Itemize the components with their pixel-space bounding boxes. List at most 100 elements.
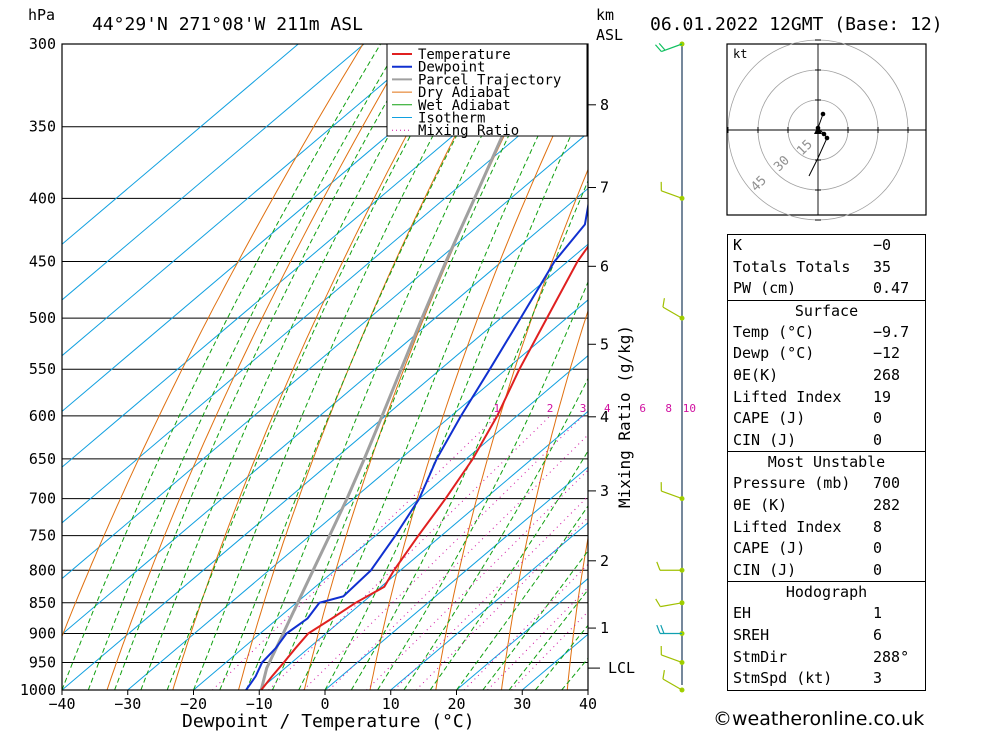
mu-cin-label: CIN (J) <box>733 560 797 579</box>
surface-thetae-row: θE(K) 268 <box>728 365 925 387</box>
totals-value: 35 <box>873 257 892 276</box>
dry-adiabat <box>62 44 364 638</box>
datetime-title: 06.01.2022 12GMT (Base: 12) <box>650 14 943 35</box>
stmdir-row: StmDir 288° <box>728 647 925 669</box>
isotherm <box>456 577 588 690</box>
pressure-tick-label: 350 <box>29 118 56 136</box>
isotherm <box>62 44 562 468</box>
stmdir-value: 288° <box>873 647 910 666</box>
stmspd-row: StmSpd (kt) 3 <box>728 668 925 690</box>
legend-entry: Wet Adiabat <box>418 98 511 114</box>
wind-barb <box>660 602 683 608</box>
isotherm <box>62 44 299 245</box>
surface-dewp-label: Dewp (°C) <box>733 344 815 363</box>
dry-adiabat <box>501 309 588 690</box>
wet-adiabat <box>429 450 588 690</box>
wind-barb <box>662 306 683 319</box>
mixing-ratio-label: 2 <box>547 402 554 415</box>
asl-label: ASL <box>596 26 623 44</box>
isotherm <box>193 355 588 690</box>
indices-section: K −0 Totals Totals 35 PW (cm) 0.47 <box>728 235 925 300</box>
mixing-ratio-label: 4 <box>604 402 611 415</box>
lcl-label: LCL <box>608 659 635 677</box>
pw-row: PW (cm) 0.47 <box>728 278 925 300</box>
legend-entry: Temperature <box>418 47 511 63</box>
wind-barb <box>661 190 683 199</box>
stmspd-value: 3 <box>873 669 883 688</box>
mu-pressure-label: Pressure (mb) <box>733 474 851 493</box>
x-tick-label: −20 <box>180 695 207 713</box>
mu-pressure-value: 700 <box>873 474 901 493</box>
wet-adiabat <box>271 44 555 690</box>
surface-dewp-value: −12 <box>873 344 901 363</box>
hodograph-point <box>824 135 830 141</box>
x-tick-label: −30 <box>114 695 141 713</box>
pressure-tick-label: 500 <box>29 309 56 327</box>
km-tick-label: 6 <box>600 257 609 275</box>
wind-barb <box>661 490 683 500</box>
surface-section: Surface Temp (°C) −9.7 Dewp (°C) −12 θE(K)… <box>728 299 925 452</box>
hodograph-point <box>820 111 826 117</box>
wind-barb-flag <box>658 42 666 51</box>
legend-entry: Parcel Trajectory <box>418 72 561 88</box>
wet-adiabat <box>298 44 583 690</box>
indices-table: K −0 Totals Totals 35 PW (cm) 0.47 Surface … <box>727 234 926 691</box>
x-tick-label: 30 <box>513 695 531 713</box>
isotherm <box>62 44 365 301</box>
wet-adiabat <box>456 505 588 690</box>
storm-motion-marker <box>814 126 822 134</box>
wet-adiabat <box>114 44 421 690</box>
mu-cape-label: CAPE (J) <box>733 539 806 558</box>
mixing-ratio-label: 1 <box>494 402 501 415</box>
x-tick-label: 10 <box>382 695 400 713</box>
mu-cin-value: 0 <box>873 560 883 579</box>
hodograph-title: Hodograph <box>785 583 868 602</box>
surface-temp-value: −9.7 <box>873 322 910 341</box>
eh-row: EH 1 <box>728 603 925 625</box>
wet-adiabat <box>62 44 382 690</box>
hodograph-point <box>821 131 827 137</box>
pw-value: 0.47 <box>873 279 910 298</box>
surface-thetae-label: θE(K) <box>733 365 779 384</box>
mu-cape-value: 0 <box>873 539 883 558</box>
mu-thetae-label: θE (K) <box>733 495 788 514</box>
wind-barb-flag <box>662 670 665 680</box>
hodograph-trace <box>808 113 828 177</box>
mixing-ratio-line <box>303 415 584 690</box>
pressure-tick-label: 400 <box>29 189 56 207</box>
wet-adiabat <box>377 280 588 690</box>
mixing-ratio-line <box>212 415 498 690</box>
mixing-ratio-line <box>268 415 551 690</box>
pressure-tick-label: 300 <box>29 35 56 53</box>
wet-adiabat <box>87 44 401 690</box>
temperature-line <box>260 244 588 690</box>
wind-barb-flag <box>662 298 665 308</box>
hodograph-unit: kt <box>733 47 747 61</box>
surface-cin-row: CIN (J) 0 <box>728 430 925 452</box>
wind-barb-flag <box>654 44 662 52</box>
wet-adiabat <box>403 377 588 690</box>
surface-cape-label: CAPE (J) <box>733 409 806 428</box>
mixing-ratio-label: 3 <box>580 402 587 415</box>
isotherm <box>62 76 588 524</box>
surface-dewp-row: Dewp (°C) −12 <box>728 343 925 365</box>
surface-temp-row: Temp (°C) −9.7 <box>728 322 925 344</box>
mu-cin-row: CIN (J) 0 <box>728 560 925 582</box>
surface-temp-label: Temp (°C) <box>733 322 815 341</box>
totals-row: Totals Totals 35 <box>728 257 925 279</box>
parcel-trajectory-line <box>259 44 550 690</box>
copyright: ©weatheronline.co.uk <box>713 708 925 730</box>
km-tick-label: 3 <box>600 482 609 500</box>
pressure-tick-label: 600 <box>29 407 56 425</box>
x-tick-label: 40 <box>579 695 597 713</box>
most-unstable-section: Most Unstable Pressure (mb) 700 θE (K) 282… <box>728 451 925 581</box>
dry-adiabat <box>172 44 457 690</box>
dry-adiabat <box>566 535 588 690</box>
surface-title: Surface <box>794 301 859 320</box>
km-tick-label: 8 <box>600 96 609 114</box>
wet-adiabat <box>166 44 461 690</box>
mu-li-value: 8 <box>873 517 883 536</box>
wet-adiabat <box>508 589 588 690</box>
mu-cape-row: CAPE (J) 0 <box>728 538 925 560</box>
